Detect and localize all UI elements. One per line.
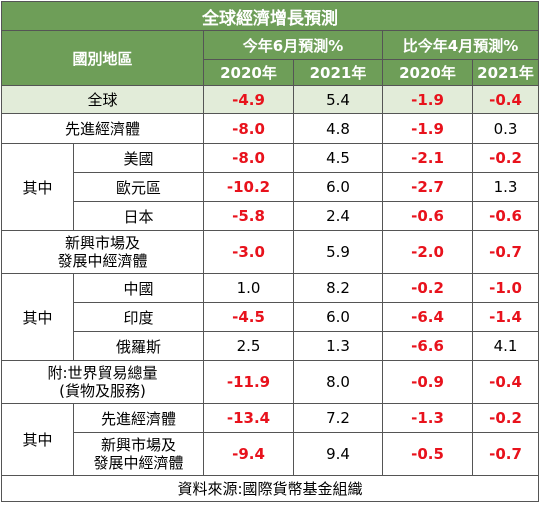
source-note: 資料來源:國際貨幣基金組織 xyxy=(0,475,539,502)
table-row: 歐元區 -10.2 6.0 -2.7 1.3 xyxy=(2,172,539,202)
value-cell: 6.0 xyxy=(293,172,383,202)
table-row: 其中 中國 1.0 8.2 -0.2 -1.0 xyxy=(1,273,539,361)
value-cell: -1.3 xyxy=(382,403,473,433)
row-label: 新興市場及 發展中經濟體 xyxy=(73,432,204,476)
table-row: 新興市場及 發展中經濟體 -9.4 9.4 -0.5 -0.7 xyxy=(2,432,539,476)
value-cell: 5.4 xyxy=(293,85,383,114)
value-cell: -0.9 xyxy=(382,360,473,404)
value-cell: -0.4 xyxy=(471,85,539,114)
year-header: 2021年 xyxy=(293,59,383,86)
row-label: 先進經濟體 xyxy=(73,403,204,433)
row-label: 附:世界貿易總量 (貨物及服務) xyxy=(1,360,204,404)
year-header: 2020年 xyxy=(203,59,294,86)
value-cell: -0.7 xyxy=(471,230,539,274)
year-header: 2020年 xyxy=(382,59,473,86)
value-cell: -4.9 xyxy=(203,85,294,114)
value-cell: -1.4 xyxy=(471,302,539,332)
value-cell: -8.0 xyxy=(203,113,294,144)
value-cell: -11.9 xyxy=(203,360,294,404)
value-cell: -1.9 xyxy=(382,85,473,114)
value-cell: 1.3 xyxy=(471,172,539,202)
row-label: 美國 xyxy=(73,143,204,173)
value-cell: -4.5 xyxy=(203,302,294,332)
table-row: 俄羅斯 2.5 1.3 -6.6 4.1 xyxy=(2,331,539,361)
value-cell: -0.4 xyxy=(471,360,539,404)
group-label: 其中 xyxy=(1,403,74,476)
value-cell: -6.6 xyxy=(382,331,473,361)
value-cell: 4.1 xyxy=(471,331,539,361)
value-cell: -10.2 xyxy=(203,172,294,202)
table-row: 其中 先進經濟體 -13.4 7.2 -1.3 -0.2 xyxy=(1,403,539,476)
value-cell: 1.0 xyxy=(203,273,294,303)
value-cell: -6.4 xyxy=(382,302,473,332)
value-cell: 2.4 xyxy=(293,201,383,231)
table-row: 印度 -4.5 6.0 -6.4 -1.4 xyxy=(2,302,539,332)
value-cell: -8.0 xyxy=(203,143,294,173)
value-cell: 7.2 xyxy=(293,403,383,433)
value-cell: -2.1 xyxy=(382,143,473,173)
table-row: 全球 -4.9 5.4 -1.9 -0.4 xyxy=(1,85,539,114)
value-cell: -0.6 xyxy=(382,201,473,231)
value-cell: -1.9 xyxy=(382,113,473,144)
row-label: 全球 xyxy=(1,85,204,114)
value-cell: 8.2 xyxy=(293,273,383,303)
table-row: 附:世界貿易總量 (貨物及服務) -11.9 8.0 -0.9 -0.4 xyxy=(1,360,539,404)
group2-header: 比今年4月預測% xyxy=(381,30,539,60)
table-row: 新興市場及 發展中經濟體 -3.0 5.9 -2.0 -0.7 xyxy=(1,230,539,274)
value-cell: -2.0 xyxy=(382,230,473,274)
row-label: 新興市場及 發展中經濟體 xyxy=(1,230,204,274)
value-cell: -0.2 xyxy=(382,273,473,303)
value-cell: -1.0 xyxy=(471,273,539,303)
growth-forecast-table: 全球經濟增長預測 國別地區 今年6月預測% 比今年4月預測% 2020年 202… xyxy=(0,1,539,502)
row-label-header: 國別地區 xyxy=(1,30,204,86)
value-cell: 0.3 xyxy=(471,113,539,144)
row-label: 先進經濟體 xyxy=(1,113,204,144)
year-header: 2021年 xyxy=(471,59,539,86)
table-title: 全球經濟增長預測 xyxy=(0,1,539,31)
value-cell: -13.4 xyxy=(203,403,294,433)
value-cell: 8.0 xyxy=(293,360,383,404)
group-label: 其中 xyxy=(1,143,74,231)
group1-header: 今年6月預測% xyxy=(203,30,383,60)
value-cell: 9.4 xyxy=(293,432,383,476)
value-cell: -2.7 xyxy=(382,172,473,202)
row-label: 中國 xyxy=(73,273,204,303)
table-row: 日本 -5.8 2.4 -0.6 -0.6 xyxy=(2,201,539,231)
value-cell: -3.0 xyxy=(203,230,294,274)
value-cell: -0.2 xyxy=(471,143,539,173)
value-cell: -0.7 xyxy=(471,432,539,476)
value-cell: 5.9 xyxy=(293,230,383,274)
group-label: 其中 xyxy=(1,273,74,361)
value-cell: 4.5 xyxy=(293,143,383,173)
value-cell: -0.2 xyxy=(471,403,539,433)
row-label: 印度 xyxy=(73,302,204,332)
value-cell: -0.6 xyxy=(471,201,539,231)
value-cell: -5.8 xyxy=(203,201,294,231)
value-cell: -0.5 xyxy=(382,432,473,476)
row-label: 日本 xyxy=(73,201,204,231)
value-cell: 1.3 xyxy=(293,331,383,361)
value-cell: -9.4 xyxy=(203,432,294,476)
value-cell: 6.0 xyxy=(293,302,383,332)
value-cell: 2.5 xyxy=(203,331,294,361)
row-label: 歐元區 xyxy=(73,172,204,202)
table-row: 先進經濟體 -8.0 4.8 -1.9 0.3 xyxy=(1,113,539,144)
table-row: 其中 美國 -8.0 4.5 -2.1 -0.2 xyxy=(1,143,539,231)
row-label: 俄羅斯 xyxy=(73,331,204,361)
value-cell: 4.8 xyxy=(293,113,383,144)
